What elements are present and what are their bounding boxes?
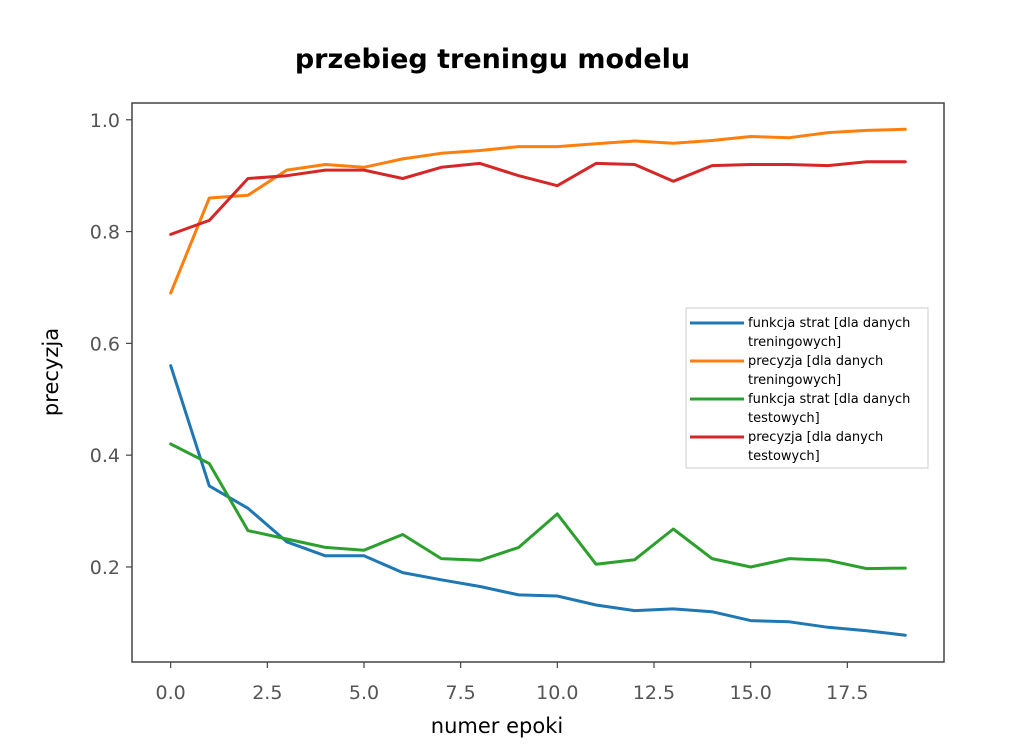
x-tick-label: 2.5 bbox=[252, 682, 282, 704]
y-tick-label: 0.6 bbox=[90, 333, 120, 355]
plot-frame bbox=[131, 102, 945, 663]
x-axis-label: numer epoki bbox=[431, 714, 563, 738]
legend-label: testowych] bbox=[748, 449, 820, 464]
chart-title: przebieg treningu modelu bbox=[294, 44, 691, 75]
series-lines bbox=[169, 127, 907, 637]
legend-label: testowych] bbox=[748, 411, 820, 426]
y-tick-label: 1.0 bbox=[90, 110, 120, 132]
legend-label: funkcja strat [dla danych bbox=[748, 316, 910, 331]
x-axis-ticks: 0.0 2.5 5.0 7.5 10.0 12.5 15.0 17.5 bbox=[156, 662, 868, 704]
legend-label: funkcja strat [dla danych bbox=[748, 392, 910, 407]
x-tick-label: 0.0 bbox=[156, 682, 186, 704]
series-line-2 bbox=[169, 442, 907, 571]
y-tick-label: 0.8 bbox=[90, 222, 120, 244]
legend-label: precyzja [dla danych bbox=[748, 354, 883, 369]
y-axis-ticks: 0.2 0.4 0.6 0.8 1.0 bbox=[90, 110, 132, 579]
legend-label: precyzja [dla danych bbox=[748, 430, 883, 445]
x-tick-label: 7.5 bbox=[446, 682, 476, 704]
x-tick-label: 5.0 bbox=[349, 682, 379, 704]
y-tick-label: 0.2 bbox=[90, 557, 120, 579]
x-tick-label: 15.0 bbox=[730, 682, 772, 704]
x-tick-label: 10.0 bbox=[536, 682, 578, 704]
y-axis-label: precyzja bbox=[39, 328, 63, 416]
x-tick-label: 17.5 bbox=[826, 682, 868, 704]
series-line-3 bbox=[169, 160, 907, 236]
legend-label: treningowych] bbox=[748, 373, 841, 388]
legend: funkcja strat [dla danych treningowych] pr… bbox=[685, 307, 929, 469]
series-line-1 bbox=[169, 127, 907, 295]
series-line-0 bbox=[169, 364, 907, 637]
legend-box bbox=[685, 307, 929, 469]
y-tick-label: 0.4 bbox=[90, 445, 120, 467]
legend-label: treningowych] bbox=[748, 335, 841, 350]
x-tick-label: 12.5 bbox=[633, 682, 675, 704]
